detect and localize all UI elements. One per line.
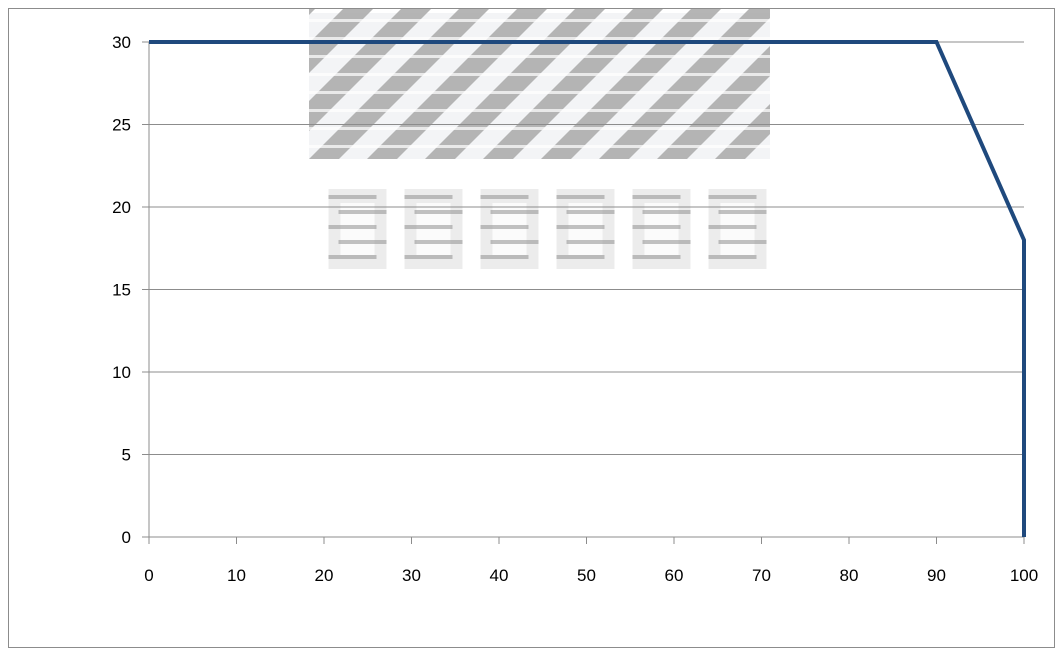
x-tick-label: 80: [840, 566, 859, 585]
watermark-mask: [770, 9, 1054, 169]
x-tick-label: 30: [402, 566, 421, 585]
watermark-stripe: [541, 9, 721, 159]
watermark-mask: [9, 9, 309, 169]
watermark-scanline: [309, 19, 770, 22]
x-tick-label: 90: [927, 566, 946, 585]
x-tick-label: 20: [315, 566, 334, 585]
watermark-scanline: [309, 91, 770, 94]
watermark-letter: [328, 189, 387, 269]
watermark-scanline: [309, 55, 770, 58]
watermark-mask: [309, 159, 770, 189]
y-tick-label: 0: [122, 528, 131, 547]
watermark-letter: [708, 189, 767, 269]
chart-frame: 0 10 20 30 40 50 60 70 80 90 100 0 5 10 15 20 25 30: [8, 8, 1055, 648]
watermark-stripe: [599, 9, 779, 159]
watermark-scanline: [309, 73, 770, 76]
watermark-letter: [632, 189, 691, 269]
x-tick-label: 0: [144, 566, 153, 585]
gridlines: [149, 41, 1024, 455]
y-tick-label: 30: [112, 33, 131, 52]
watermark-scanline: [309, 109, 770, 112]
watermark-letter: [556, 189, 615, 269]
y-tick-label: 20: [112, 198, 131, 217]
y-tick-label: 25: [112, 116, 131, 135]
watermark-logo: [9, 9, 1054, 269]
x-tick-label: 100: [1010, 566, 1038, 585]
watermark-stripe: [309, 9, 489, 159]
line-chart: 0 10 20 30 40 50 60 70 80 90 100 0 5 10 15 20 25 30: [9, 9, 1054, 585]
watermark-stripe: [483, 9, 663, 159]
y-tick-label: 15: [112, 281, 131, 300]
tick-labels: 0 10 20 30 40 50 60 70 80 90 100 0 5 10 15 20 25 30: [112, 33, 1038, 585]
watermark-stripe: [425, 9, 605, 159]
x-tick-label: 60: [665, 566, 684, 585]
watermark-letter: [480, 189, 539, 269]
watermark-scanline: [309, 37, 770, 40]
x-tick-label: 50: [577, 566, 596, 585]
watermark-scanline: [309, 127, 770, 130]
y-tick-label: 10: [112, 363, 131, 382]
axes: [142, 41, 1025, 544]
y-tick-label: 5: [122, 446, 131, 465]
x-tick-label: 10: [227, 566, 246, 585]
watermark-letter: [404, 189, 463, 269]
x-tick-label: 70: [752, 566, 771, 585]
x-tick-label: 40: [490, 566, 509, 585]
series-line: [149, 40, 1026, 537]
series-layer: [149, 40, 1026, 537]
watermark-stripe: [367, 9, 547, 159]
watermark-scanline: [309, 145, 770, 148]
